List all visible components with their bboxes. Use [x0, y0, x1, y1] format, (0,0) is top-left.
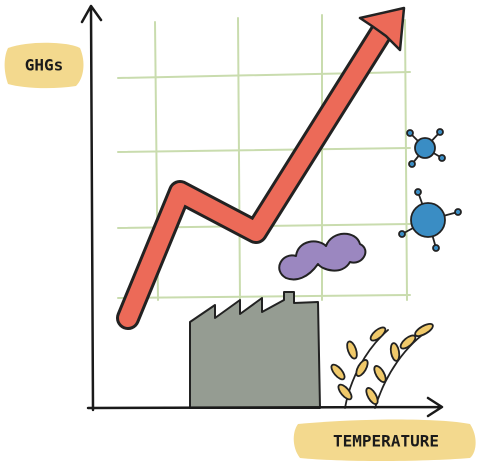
- rising-arrow: [128, 8, 404, 318]
- factory: [190, 292, 320, 408]
- virus-small: [407, 129, 445, 167]
- illustration: GHGs TEMPERATURE: [0, 0, 481, 462]
- wheat: [329, 322, 435, 408]
- y-axis: [82, 6, 101, 410]
- page: {"labels": {"y_axis": "GHGs", "x_axis": …: [0, 0, 481, 462]
- x-axis-label: TEMPERATURE: [333, 432, 439, 451]
- virus-large: [399, 189, 461, 251]
- y-axis-label: GHGs: [25, 56, 64, 75]
- arrow-outline: [128, 28, 384, 318]
